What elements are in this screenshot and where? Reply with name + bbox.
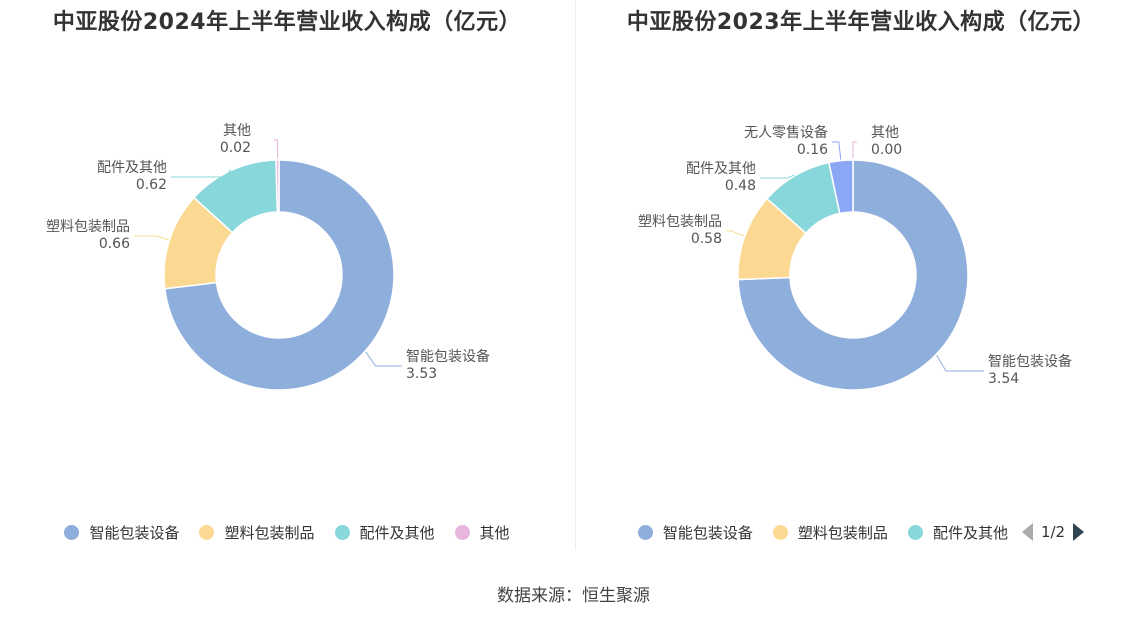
pie-slice[interactable]	[275, 159, 280, 213]
slice-value-label: 3.54	[988, 371, 1019, 387]
label-leader-line	[273, 139, 278, 159]
label-leader-line	[832, 141, 842, 160]
legend-item[interactable]: 智能包装设备	[637, 522, 753, 543]
slice-value-label: 0.02	[220, 140, 251, 156]
label-leader-line	[171, 169, 232, 178]
legend-item[interactable]: 智能包装设备	[64, 522, 179, 543]
legend-item[interactable]: 其他	[454, 522, 510, 543]
slice-label: 智能包装设备	[988, 353, 1072, 370]
legend: 智能包装设备 塑料包装制品 配件及其他 1/2	[574, 519, 1147, 545]
pie-slice[interactable]	[828, 159, 854, 215]
slice-label: 无人零售设备	[744, 124, 828, 141]
slice-label: 其他	[871, 125, 899, 141]
legend: 智能包装设备 塑料包装制品 配件及其他 其他	[0, 519, 574, 545]
legend-label: 配件及其他	[359, 523, 435, 542]
slice-label: 配件及其他	[686, 161, 756, 177]
slice-value-label: 0.48	[725, 178, 756, 194]
slice-label: 智能包装设备	[406, 348, 490, 365]
legend-pager: 1/2	[1021, 523, 1085, 541]
legend-item[interactable]: 塑料包装制品	[772, 522, 888, 543]
legend-marker-icon	[454, 524, 470, 540]
legend-marker-icon	[907, 524, 923, 540]
label-leader-line	[852, 141, 857, 158]
chart-panel-2024: 中亚股份2024年上半年营业收入构成（亿元） 智能包装设备 3.53 塑料包装制品 0…	[0, 0, 574, 560]
legend-prev-page-icon[interactable]	[1021, 523, 1033, 541]
label-leader-line	[760, 174, 795, 179]
chart-title: 中亚股份2023年上半年营业收入构成（亿元）	[626, 10, 1096, 35]
legend-label: 配件及其他	[932, 523, 1008, 542]
slice-value-label: 0.58	[691, 231, 722, 247]
slice-value-label: 0.16	[797, 142, 828, 158]
slice-value-label: 0.66	[99, 236, 130, 252]
legend-item[interactable]: 配件及其他	[907, 522, 1008, 543]
legend-label: 智能包装设备	[662, 523, 753, 542]
slice-value-label: 3.53	[406, 366, 437, 382]
slice-label: 配件及其他	[97, 160, 167, 176]
legend-next-page-icon[interactable]	[1073, 523, 1085, 541]
data-source: 数据来源：恒生聚源	[497, 586, 650, 606]
slice-label: 塑料包装制品	[46, 219, 130, 235]
legend-label: 塑料包装制品	[797, 523, 888, 542]
chart-panel-2023: 中亚股份2023年上半年营业收入构成（亿元） 智能包装设备 3.54 塑料包装制品 0…	[574, 0, 1147, 560]
label-leader-line	[134, 235, 169, 241]
legend-marker-icon	[637, 524, 653, 540]
legend-marker-icon	[772, 524, 788, 540]
panel-divider	[575, 0, 576, 550]
legend-label: 其他	[479, 523, 510, 542]
legend-marker-icon	[334, 524, 350, 540]
legend-label: 塑料包装制品	[224, 523, 315, 542]
legend-page-indicator: 1/2	[1040, 523, 1066, 541]
slice-label: 塑料包装制品	[638, 214, 722, 230]
chart-title: 中亚股份2024年上半年营业收入构成（亿元）	[52, 10, 522, 35]
legend-item[interactable]: 塑料包装制品	[199, 522, 315, 543]
legend-label: 智能包装设备	[89, 523, 180, 542]
legend-item[interactable]: 配件及其他	[334, 522, 435, 543]
label-leader-line	[936, 355, 984, 372]
legend-marker-icon	[199, 524, 215, 540]
label-leader-line	[726, 230, 744, 237]
legend-marker-icon	[64, 524, 80, 540]
slice-value-label: 0.00	[871, 142, 902, 158]
slice-value-label: 0.62	[136, 177, 167, 193]
label-leader-line	[365, 351, 402, 367]
pie-slice[interactable]	[737, 159, 969, 391]
pie-slice[interactable]	[163, 159, 395, 391]
slice-label: 其他	[223, 123, 251, 139]
